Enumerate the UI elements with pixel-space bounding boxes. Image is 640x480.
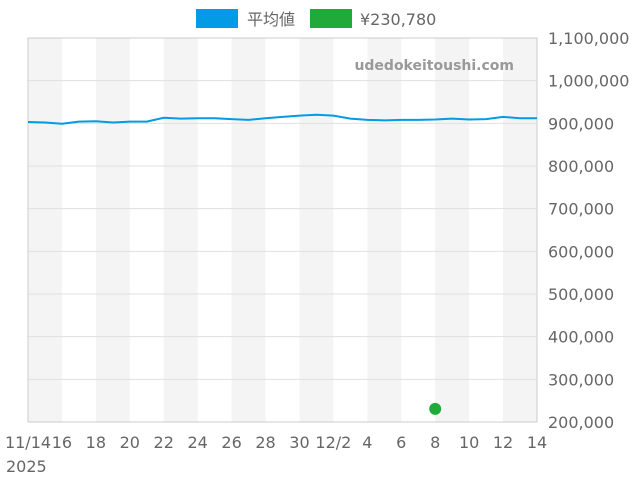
band bbox=[95, 38, 130, 422]
y-tick-label: 200,000 bbox=[548, 413, 614, 432]
band bbox=[299, 38, 334, 422]
band bbox=[231, 38, 266, 422]
legend-swatch-price bbox=[310, 9, 352, 28]
band bbox=[28, 38, 62, 422]
band bbox=[503, 38, 537, 422]
band bbox=[435, 38, 470, 422]
plot-border bbox=[27, 37, 538, 423]
x-tick-label: 20 bbox=[120, 433, 140, 452]
x-tick-label: 10 bbox=[459, 433, 479, 452]
y-tick-label: 300,000 bbox=[548, 370, 614, 389]
y-tick-label: 1,000,000 bbox=[548, 72, 629, 91]
x-tick-label: 8 bbox=[430, 433, 440, 452]
price-point bbox=[429, 402, 442, 415]
legend-label-price: ¥230,780 bbox=[360, 10, 436, 29]
legend-label-average: 平均値 bbox=[247, 10, 295, 29]
y-tick-label: 400,000 bbox=[548, 328, 614, 347]
band bbox=[367, 38, 402, 422]
x-tick-label: 28 bbox=[255, 433, 275, 452]
x-tick-label: 12/2 bbox=[315, 433, 351, 452]
x-tick-label: 12 bbox=[493, 433, 513, 452]
x-tick-label: 16 bbox=[52, 433, 72, 452]
x-tick-label: 6 bbox=[396, 433, 406, 452]
x-tick-label: 24 bbox=[187, 433, 207, 452]
y-tick-label: 700,000 bbox=[548, 200, 614, 219]
x-tick-label: 30 bbox=[289, 433, 309, 452]
x-tick-label: 11/14 bbox=[5, 433, 51, 452]
y-tick-label: 600,000 bbox=[548, 242, 614, 261]
y-tick-label: 1,100,000 bbox=[548, 29, 629, 48]
y-tick-label: 500,000 bbox=[548, 285, 614, 304]
watermark: udedokeitoushi.com bbox=[354, 58, 514, 74]
x-tick-label: 18 bbox=[86, 433, 106, 452]
x-tick-label: 4 bbox=[362, 433, 372, 452]
legend-swatch-average bbox=[196, 9, 238, 28]
x-tick-label: 26 bbox=[221, 433, 241, 452]
y-tick-label: 900,000 bbox=[548, 114, 614, 133]
x-tick-sublabel: 2025 bbox=[6, 457, 47, 476]
x-tick-label: 14 bbox=[527, 433, 547, 452]
y-tick-label: 800,000 bbox=[548, 157, 614, 176]
band bbox=[163, 38, 198, 422]
x-tick-label: 22 bbox=[154, 433, 174, 452]
